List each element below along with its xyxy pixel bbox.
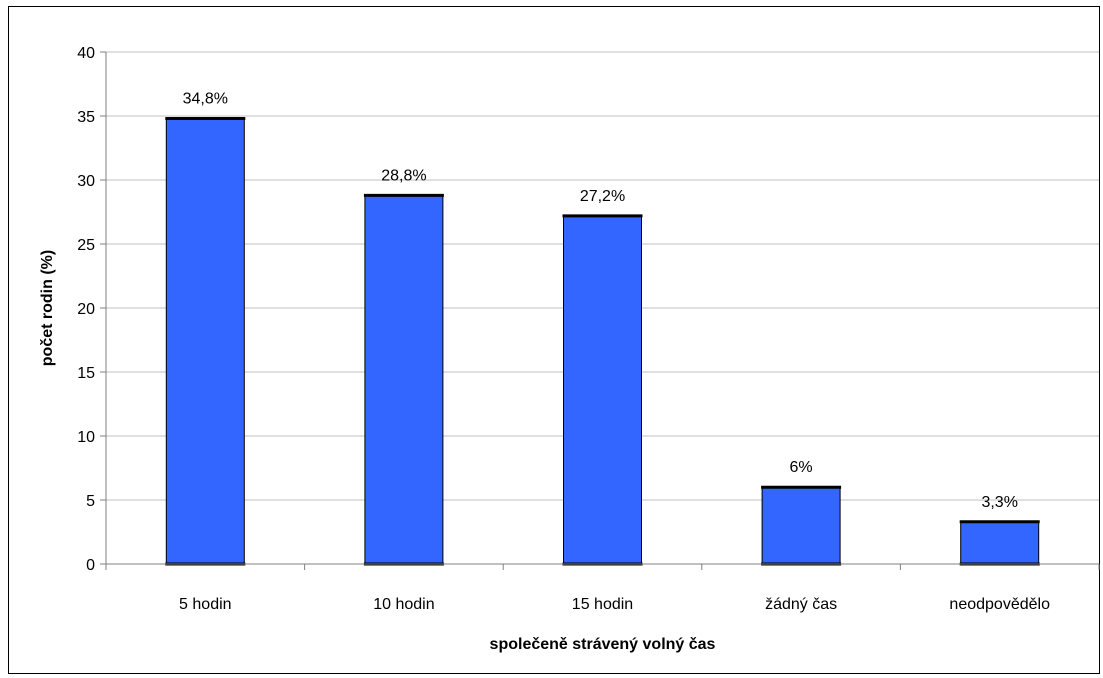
y-tick-label: 0 bbox=[86, 557, 95, 574]
x-tick-label: 10 hodin bbox=[373, 596, 434, 613]
y-tick-label: 20 bbox=[77, 301, 95, 318]
y-tick-label: 25 bbox=[77, 237, 95, 254]
bars bbox=[165, 117, 1040, 566]
x-tick-label: 15 hodin bbox=[572, 596, 633, 613]
data-label: 6% bbox=[790, 459, 813, 476]
y-axis-title: počet rodin (%) bbox=[39, 250, 56, 366]
bar bbox=[165, 118, 245, 565]
y-ticks: 0 5 10 15 20 25 30 35 40 bbox=[77, 45, 106, 574]
x-tick-label: neodpovědělo bbox=[949, 596, 1050, 613]
bar bbox=[960, 521, 1040, 565]
y-tick-label: 30 bbox=[77, 173, 95, 190]
x-ticks: 5 hodin 10 hodin 15 hodin žádný čas neodpově… bbox=[105, 564, 1100, 613]
data-labels: 34,8% 28,8% 27,2% 6% 3,3% bbox=[183, 91, 1018, 511]
data-label: 27,2% bbox=[580, 188, 625, 205]
bar bbox=[563, 215, 642, 565]
x-axis-title: společeně strávený volný čas bbox=[490, 636, 716, 653]
bar bbox=[364, 194, 444, 565]
y-tick-label: 40 bbox=[77, 45, 95, 62]
x-tick-label: 5 hodin bbox=[179, 596, 232, 613]
bar bbox=[761, 486, 841, 565]
data-label: 28,8% bbox=[381, 167, 426, 184]
y-tick-label: 10 bbox=[77, 429, 95, 446]
y-tick-label: 35 bbox=[77, 109, 95, 126]
data-label: 3,3% bbox=[981, 494, 1017, 511]
y-tick-label: 15 bbox=[77, 365, 95, 382]
data-label: 34,8% bbox=[183, 91, 228, 108]
x-tick-label: žádný čas bbox=[765, 596, 837, 613]
y-tick-label: 5 bbox=[86, 493, 95, 510]
